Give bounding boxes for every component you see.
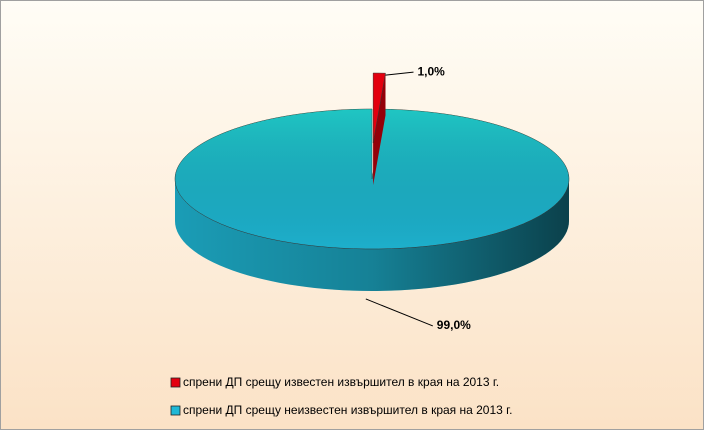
legend-label: спрени ДП срещу известен извършител в кр… [183, 375, 499, 389]
leader-line [365, 298, 433, 327]
slice-top-shade [174, 109, 569, 250]
slice-side-shade [175, 179, 569, 291]
slice-face-shade [373, 73, 386, 186]
legend-swatch [170, 405, 181, 416]
legend-label: спрени ДП срещу неизвестен извършител в … [183, 403, 512, 417]
data-label: 1,0% [418, 64, 446, 78]
leader-line [385, 71, 414, 76]
slice-top [372, 72, 386, 144]
data-label: 99,0% [437, 318, 471, 332]
legend-swatch [170, 377, 181, 388]
slice-face [373, 73, 386, 186]
